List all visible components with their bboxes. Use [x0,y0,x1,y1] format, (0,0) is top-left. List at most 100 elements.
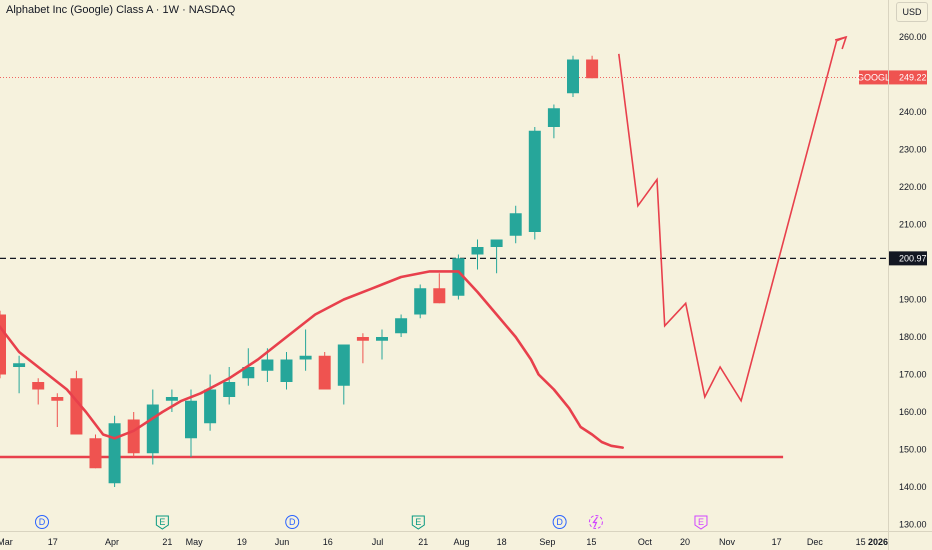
dividend-icon [285,515,300,529]
event-marker-dividend[interactable]: D [285,515,300,529]
x-tick-label: Dec [807,537,824,547]
y-tick-label: 240.00 [899,107,927,117]
candle-body [528,130,541,232]
candle-body [89,438,102,469]
symbol-tag-label: GOOGL [857,72,890,82]
y-tick-label: 170.00 [899,370,927,380]
candle [471,239,484,270]
candle [452,254,465,300]
y-tick-label: 150.00 [899,445,927,455]
candle [337,344,350,405]
candle [395,314,408,337]
x-tick-label: Jul [372,537,384,547]
y-tick-label: 160.00 [899,407,927,417]
candle [528,127,541,240]
candle [127,412,140,457]
x-tick-label: Oct [638,537,653,547]
symbol-tag-box [859,70,888,85]
x-tick-label: 19 [237,537,247,547]
current-price-tag: GOOGL 249.22 [857,70,927,85]
y-tick-label: 180.00 [899,332,927,342]
candle-body [185,400,197,439]
event-marker-label: D [556,517,563,527]
y-tick-label: 220.00 [899,182,927,192]
candle-body [0,314,6,375]
x-tick-label: 15 [856,537,866,547]
bolt-icon [592,516,598,528]
event-marker-label: E [698,517,704,527]
candle-body [395,318,408,334]
x-tick-label: 17 [48,537,58,547]
candle-body [586,59,599,79]
candle [108,415,121,487]
candle-body [471,247,484,255]
candle [0,310,6,379]
event-marker-dividend[interactable]: D [35,515,50,529]
candle-body [70,378,83,435]
symbol-title: Alphabet Inc (Google) Class A · 1W · NAS… [6,4,236,16]
candle [299,329,312,371]
price-tag-box [889,70,927,85]
event-marker-label: D [39,517,46,527]
candle-body [204,389,217,424]
candle-body [490,239,503,247]
x-tick-label: 20 [680,537,690,547]
dividend-icon [552,515,567,529]
projection-path [618,40,838,403]
candle [567,55,579,97]
earnings-icon [155,515,169,530]
candle-body [13,363,26,367]
candle-body [567,59,579,94]
candle [146,389,159,465]
candle-body [280,359,293,382]
event-marker-dividend[interactable]: D [552,515,567,529]
candle-body [299,355,312,360]
x-tick-label: Mar [0,537,13,547]
candle-body [547,108,560,127]
event-marker-earnings[interactable]: E [694,515,708,530]
x-tick-label: Sep [539,537,555,547]
x-tick-label: Jun [275,537,290,547]
candle-body [51,397,64,401]
dividend-icon [35,515,50,529]
candle [509,205,522,244]
candle-body [356,337,369,341]
candle-body [127,419,140,454]
candle [32,378,45,405]
candle [433,273,446,304]
candle-body [32,382,45,390]
candle-body [337,344,350,386]
candle [280,352,293,390]
candle-body [414,288,427,315]
x-tick-label: 2026 [868,537,888,547]
candle-body [261,359,274,371]
x-tick-label: 15 [586,537,596,547]
event-marker-split[interactable] [588,515,603,529]
candle-body [433,288,446,304]
candle [51,393,64,427]
x-tick-label: Aug [453,537,469,547]
candle-body [376,337,388,341]
level-tag-box [889,251,927,266]
candle [89,434,102,469]
x-tick-label: May [186,537,204,547]
candle-body [318,355,331,390]
candle [376,329,388,360]
currency-button[interactable]: USD [896,2,928,22]
event-marker-label: D [289,517,296,527]
event-marker-earnings[interactable]: E [411,515,425,530]
candle [185,389,197,457]
candle [547,104,560,139]
level-tag-value: 200.97 [899,253,927,263]
y-tick-label: 260.00 [899,32,927,42]
event-marker-earnings[interactable]: E [155,515,169,530]
earnings-icon [694,515,708,530]
candle [356,333,369,364]
x-tick-label: 17 [772,537,782,547]
candle [318,352,331,390]
event-marker-label: E [159,517,165,527]
moving-average-line [0,270,624,449]
x-tick-label: Nov [719,537,736,547]
